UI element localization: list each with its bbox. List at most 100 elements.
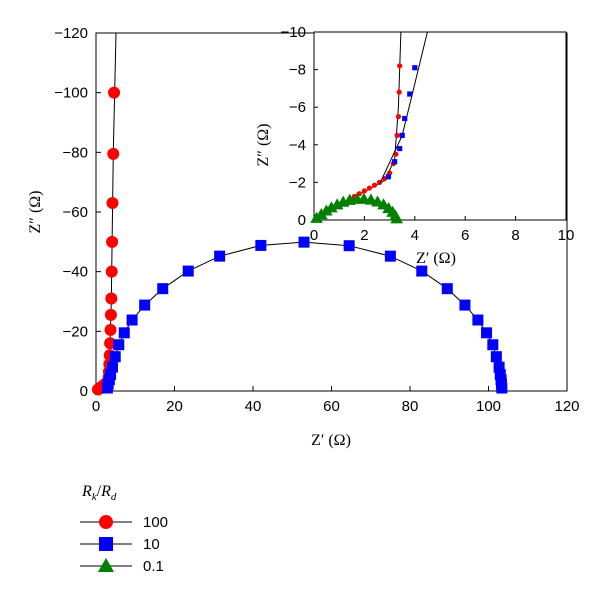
inset-series-100-point bbox=[371, 182, 378, 188]
main-series-10-point bbox=[416, 265, 428, 277]
inset-series-100-point bbox=[396, 89, 402, 95]
inset-y-tick-label: −4 bbox=[289, 137, 306, 154]
main-x-ticks: 0 20 40 60 80 100 120 bbox=[92, 386, 580, 415]
inset-series-100-point bbox=[395, 114, 402, 120]
main-y-tick-label: −60 bbox=[63, 204, 88, 221]
inset-x-tick-label: 6 bbox=[461, 227, 469, 244]
main-x-tick-label: 120 bbox=[554, 398, 579, 415]
main-series-10-point bbox=[441, 283, 453, 295]
inset-background bbox=[314, 32, 566, 220]
main-series-100-point bbox=[104, 337, 117, 350]
inset-marks bbox=[310, 31, 428, 224]
main-series-100-point bbox=[107, 147, 120, 160]
main-series-100-point bbox=[106, 235, 119, 248]
main-x-tick-label: 40 bbox=[245, 398, 262, 415]
main-series-100-point bbox=[105, 292, 118, 305]
main-y-tick-label: −20 bbox=[63, 323, 88, 340]
main-series-10-point bbox=[113, 339, 125, 351]
main-series-10-point bbox=[459, 299, 471, 311]
inset-y-tick-label: −2 bbox=[289, 174, 306, 191]
main-series-100-point bbox=[104, 323, 117, 336]
main-x-tick-label: 20 bbox=[166, 398, 183, 415]
inset-series-10-point bbox=[399, 132, 405, 138]
main-x-tick-label: 0 bbox=[92, 398, 100, 415]
legend-title-slash: / bbox=[97, 483, 102, 500]
main-marks bbox=[91, 32, 508, 396]
main-series-10-point bbox=[472, 314, 484, 326]
inset-y-tick-label: −10 bbox=[281, 24, 306, 41]
inset-series-10-point bbox=[397, 145, 403, 152]
main-y-tick-label: −40 bbox=[63, 264, 88, 281]
inset-plot-frame bbox=[313, 31, 567, 221]
main-series-100-point bbox=[106, 197, 119, 210]
inset-series-10-point bbox=[407, 91, 413, 97]
inset-series-10-point bbox=[385, 174, 391, 180]
main-series-10-point bbox=[157, 283, 169, 295]
inset-series-100-point bbox=[394, 132, 400, 138]
main-y-tick-label: −120 bbox=[54, 25, 88, 42]
main-series-10-point bbox=[490, 351, 502, 363]
main-chart: 0 20 40 60 80 100 120 0−20−40−60−80−100−120 Z′… bbox=[27, 25, 580, 449]
main-series-10-point bbox=[182, 265, 194, 277]
main-y-tick-label: −80 bbox=[63, 144, 88, 161]
main-x-tick-label: 100 bbox=[476, 398, 501, 415]
inset-x-axis-label: Z′ (Ω) bbox=[416, 250, 456, 267]
legend-label: 100 bbox=[143, 514, 168, 531]
legend-entries: 100 10 0.1 bbox=[80, 514, 168, 575]
inset-series-0_1-point bbox=[320, 204, 333, 216]
main-series-10-point bbox=[109, 351, 121, 363]
inset-y-tick-label: 0 bbox=[298, 212, 306, 229]
legend-marker bbox=[97, 557, 115, 573]
legend-title-r1: R bbox=[81, 483, 92, 500]
main-series-10-point bbox=[487, 339, 499, 351]
inset-x-tick-label: 10 bbox=[558, 227, 575, 244]
main-series-100-point bbox=[104, 308, 117, 321]
main-x-tick-label: 60 bbox=[323, 398, 340, 415]
inset-x-tick-label: 8 bbox=[511, 227, 519, 244]
inset-y-ticks: 0 −2 −4 −6 −8 −10 bbox=[281, 24, 318, 229]
main-y-tick-label: 0 bbox=[80, 383, 88, 400]
main-y-tick-label: −100 bbox=[54, 85, 88, 102]
legend-label: 10 bbox=[143, 536, 160, 553]
main-series-100-point bbox=[108, 86, 121, 99]
main-series-10-point bbox=[496, 382, 508, 394]
main-series-10-point bbox=[126, 314, 138, 326]
main-series-10-point bbox=[384, 250, 396, 262]
inset-series-0_1-point bbox=[390, 212, 403, 224]
main-series-10-point bbox=[298, 236, 310, 248]
inset-series-10-point bbox=[412, 65, 418, 71]
main-series-10-point bbox=[105, 369, 117, 381]
legend-title-sub2: d bbox=[111, 491, 117, 503]
inset-series-100-point bbox=[361, 188, 367, 194]
inset-x-tick-label: 4 bbox=[411, 227, 419, 244]
main-y-ticks: 0 −20 −40 −60 −80 −100 −120 bbox=[54, 25, 101, 400]
main-series-10-point bbox=[139, 299, 151, 311]
inset-y-axis-label: Z″ (Ω) bbox=[255, 124, 272, 167]
inset-x-tick-label: 0 bbox=[310, 227, 318, 244]
inset-chart: 0 2 4 6 8 10 0 −2 −4 −6 −8 −10 Z′ (Ω) Z″ (Ω) bbox=[255, 24, 574, 267]
legend-label: 0.1 bbox=[143, 558, 164, 575]
inset-series-10-point bbox=[402, 115, 408, 122]
inset-x-ticks: 0 2 4 6 8 10 bbox=[310, 216, 575, 244]
main-series-10-point bbox=[106, 361, 118, 373]
main-series-100-point bbox=[105, 265, 118, 278]
inset-series-0_1-point bbox=[325, 201, 338, 213]
inset-series-100-point bbox=[366, 185, 373, 191]
inset-x-tick-label: 2 bbox=[360, 227, 368, 244]
main-series-10-point bbox=[493, 361, 505, 373]
legend-title-sub1: k bbox=[92, 491, 98, 503]
legend-marker bbox=[99, 515, 113, 529]
main-y-axis-label: Z″ (Ω) bbox=[27, 191, 44, 234]
inset-y-tick-label: −8 bbox=[289, 62, 306, 79]
main-series-10-point bbox=[118, 327, 130, 339]
main-series-10-point bbox=[343, 240, 355, 252]
main-series-10-point bbox=[481, 327, 493, 339]
inset-y-tick-label: −6 bbox=[289, 99, 306, 116]
main-x-tick-label: 80 bbox=[402, 398, 419, 415]
main-x-axis-label: Z′ (Ω) bbox=[311, 432, 351, 449]
inset-series-100-point bbox=[397, 63, 403, 69]
inset-series-10-point bbox=[392, 159, 398, 165]
legend-title-r2: R bbox=[100, 483, 111, 500]
